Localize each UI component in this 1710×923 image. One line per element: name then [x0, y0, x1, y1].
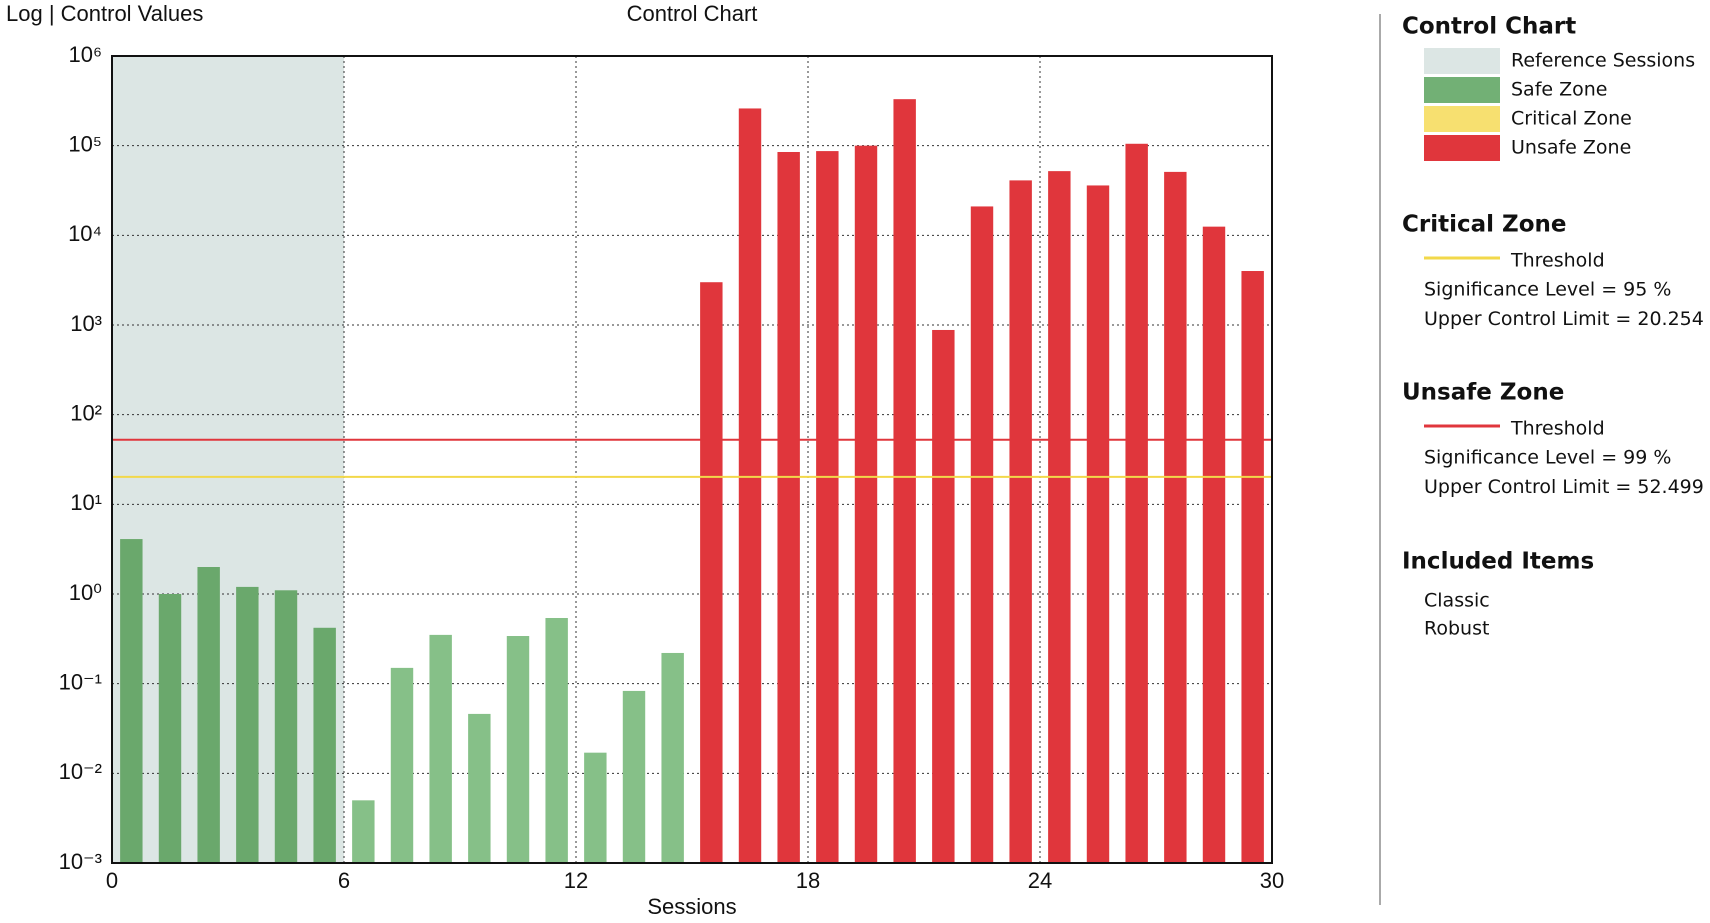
threshold-name: Threshold: [1510, 418, 1605, 440]
legend-label: Unsafe Zone: [1511, 137, 1631, 159]
bar: [236, 586, 259, 863]
ucl-value: 52.499: [1637, 476, 1703, 498]
x-tick-label: 18: [796, 868, 820, 893]
bar: [390, 667, 414, 863]
x-tick-label: 6: [338, 868, 350, 893]
bar: [1164, 171, 1187, 863]
bar: [120, 539, 143, 863]
y-tick-label: 10³: [70, 311, 102, 336]
bar: [700, 282, 723, 863]
bar: [1241, 271, 1264, 864]
zone-title: Critical Zone: [1402, 212, 1566, 238]
included-item: Classic: [1424, 590, 1490, 612]
bar: [893, 99, 916, 864]
y-tick-label: 10⁵: [68, 131, 102, 156]
y-tick-label: 10⁻³: [59, 849, 102, 874]
sidebar: Control Chart Reference Sessions Safe Zone…: [1402, 14, 1704, 640]
plot-frame: [111, 55, 1273, 864]
legend-title: Control Chart: [1402, 14, 1576, 40]
legend-swatch: [1424, 77, 1500, 103]
ucl-label: Upper Control Limit =: [1424, 308, 1631, 330]
x-tick-label: 12: [564, 868, 588, 893]
significance-level: Significance Level = 99 %: [1424, 447, 1671, 469]
bar: [468, 713, 491, 863]
legend-swatch: [1424, 135, 1500, 161]
bar: [506, 636, 530, 863]
bar: [584, 752, 607, 863]
included-title: Included Items: [1402, 549, 1594, 575]
x-tick-label: 24: [1028, 868, 1052, 893]
reference-band: [112, 56, 344, 863]
bar: [622, 690, 646, 863]
legend-swatch: [1424, 48, 1500, 74]
bar: [1125, 143, 1148, 863]
x-tick-label: 0: [106, 868, 118, 893]
included-item: Robust: [1424, 618, 1489, 640]
bar: [738, 108, 762, 863]
threshold-name: Threshold: [1510, 250, 1605, 272]
bar: [545, 617, 568, 863]
legend-label: Critical Zone: [1511, 108, 1632, 130]
legend-label: Safe Zone: [1511, 79, 1608, 101]
y-tick-label: 10²: [70, 400, 102, 425]
y-tick-label: 10⁴: [68, 221, 102, 246]
bar: [1009, 180, 1032, 863]
y-tick-label: 10⁻²: [59, 759, 102, 784]
x-tick-label: 30: [1260, 868, 1284, 893]
upper-control-limit: Upper Control Limit = 20.254: [1424, 308, 1704, 330]
significance-level: Significance Level = 95 %: [1424, 279, 1671, 301]
y-tick-label: 10⁰: [69, 580, 102, 605]
upper-control-limit: Upper Control Limit = 52.499: [1424, 476, 1704, 498]
chart-title: Control Chart: [627, 1, 758, 26]
bar: [777, 151, 800, 864]
bar: [970, 206, 994, 863]
bar: [1202, 226, 1226, 863]
bar: [313, 627, 336, 863]
bar: [816, 151, 839, 863]
bar: [352, 800, 375, 863]
ucl-label: Upper Control Limit =: [1424, 476, 1631, 498]
y-tick-label: 10⁶: [68, 42, 102, 67]
y-tick-label: 10¹: [70, 490, 102, 515]
bar: [1048, 171, 1071, 863]
legend-label: Reference Sessions: [1511, 50, 1695, 72]
bar: [661, 652, 684, 863]
y-axis-label: Log | Control Values: [6, 1, 203, 26]
bar: [932, 329, 955, 864]
bar: [854, 145, 878, 863]
bar: [429, 634, 452, 863]
ucl-value: 20.254: [1637, 308, 1703, 330]
zone-title: Unsafe Zone: [1402, 380, 1564, 406]
y-tick-label: 10⁻¹: [59, 669, 102, 694]
legend-swatch: [1424, 106, 1500, 132]
bar: [197, 567, 220, 863]
bar: [274, 590, 298, 863]
x-axis-label: Sessions: [647, 894, 736, 919]
bar: [158, 594, 182, 863]
bar: [1086, 185, 1110, 863]
